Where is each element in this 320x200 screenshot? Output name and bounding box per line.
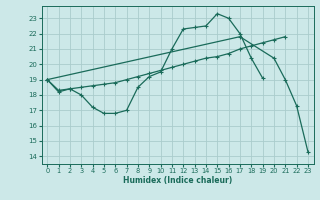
X-axis label: Humidex (Indice chaleur): Humidex (Indice chaleur): [123, 176, 232, 185]
